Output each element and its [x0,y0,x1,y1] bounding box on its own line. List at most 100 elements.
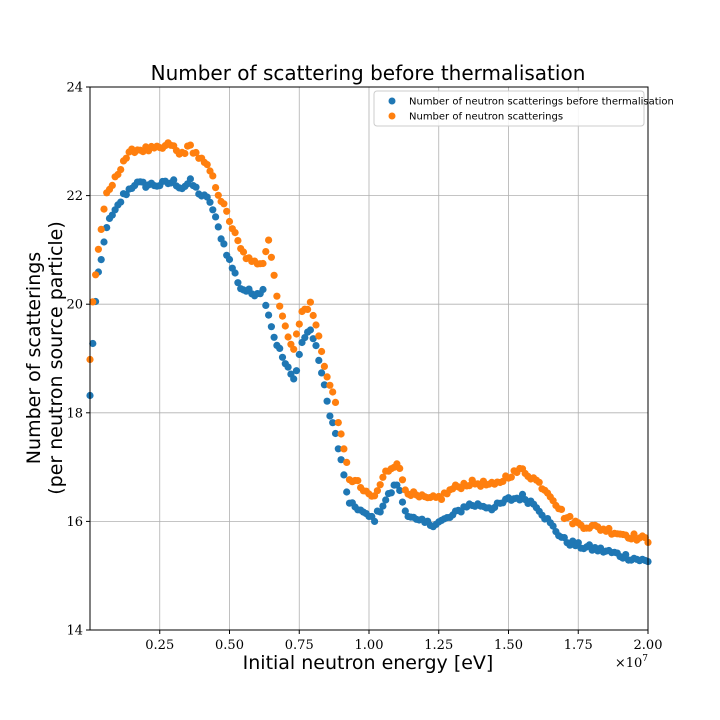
data-point [566,512,574,521]
data-point [398,498,407,506]
data-point [97,225,105,233]
data-point [220,200,228,208]
data-point [225,255,234,264]
data-point [465,482,473,490]
legend-box [373,90,645,127]
data-point [270,333,278,341]
data-point [315,356,323,364]
data-point [89,298,97,306]
data-point [262,301,270,309]
x-tick-label: 2.00 [634,638,663,653]
data-point [622,551,630,559]
data-point [401,507,409,515]
data-point [340,445,348,453]
data-point [379,473,387,481]
data-point [225,217,234,226]
data-point [398,476,407,484]
data-point [334,445,342,453]
data-point [89,339,97,348]
series-1-points [86,175,652,566]
data-point [122,191,130,199]
data-point [295,350,303,359]
data-point [92,271,100,279]
data-point [108,211,116,219]
data-point [273,292,281,300]
grid [90,86,649,631]
data-point [331,429,340,438]
legend-marker-series-1 [388,97,396,105]
data-point [393,481,401,489]
data-point [284,363,292,371]
x-tick-label: 1.50 [494,638,523,653]
data-point [220,240,228,248]
data-point [270,271,278,279]
y-tick-label: 14 [66,624,83,639]
data-point [630,530,638,538]
data-point [301,334,309,342]
data-point [209,172,217,180]
data-point [437,495,446,503]
data-point [212,184,220,192]
data-point [329,419,337,427]
y-axis-label-line2: (per neutron source particle) [45,221,67,495]
data-point [267,323,275,331]
data-point [499,477,507,485]
data-point [186,175,194,183]
data-point [97,256,105,264]
data-point [306,298,314,306]
data-point [373,487,381,495]
x-tick-label: 0.75 [285,638,314,653]
y-tick-label: 18 [66,406,83,421]
data-point [549,522,557,530]
data-point [343,458,351,466]
data-point [278,353,287,361]
data-point [259,259,267,268]
data-point [326,381,334,389]
x-tick-label: 0.50 [215,638,244,653]
data-point [234,279,242,287]
data-point [234,237,242,245]
data-point [117,198,125,206]
data-point [117,166,125,174]
data-point [557,505,566,513]
data-point [337,430,345,438]
data-point [323,397,331,405]
data-point [231,269,239,277]
data-point [100,238,108,246]
data-point [276,344,284,352]
data-point [376,508,384,516]
x-axis-label: Initial neutron energy [eV] [243,652,494,674]
series-2-points [86,139,652,547]
data-point [354,477,362,485]
data-point [331,398,340,406]
data-point [186,141,194,149]
data-point [326,412,334,420]
data-point [304,305,312,313]
data-point [516,496,524,504]
x-tick-label: 1.25 [424,638,453,653]
data-point [214,223,222,231]
data-point [343,488,351,496]
data-point [94,245,102,253]
data-point [382,496,390,504]
legend-label-series-1: Number of neutron scatterings before the… [409,97,674,108]
data-point [334,419,342,427]
data-point [203,161,211,169]
data-point [292,330,301,338]
chart-title: Number of scattering before thermalisati… [151,61,586,85]
data-point [267,253,275,261]
data-point [192,148,200,157]
x-tick-label: 1.75 [564,638,593,653]
axis-ticks: 0.25 0.50 0.75 1.00 1.25 1.50 1.75 2.00 14 16 18 20… [66,81,662,654]
data-point [574,539,582,547]
data-point [223,207,231,215]
data-point [371,517,379,526]
data-point [206,198,214,206]
data-point [231,229,239,237]
data-point [265,311,273,319]
data-point [309,311,317,320]
data-point [262,248,270,256]
data-point [278,312,287,320]
data-point [295,320,303,328]
